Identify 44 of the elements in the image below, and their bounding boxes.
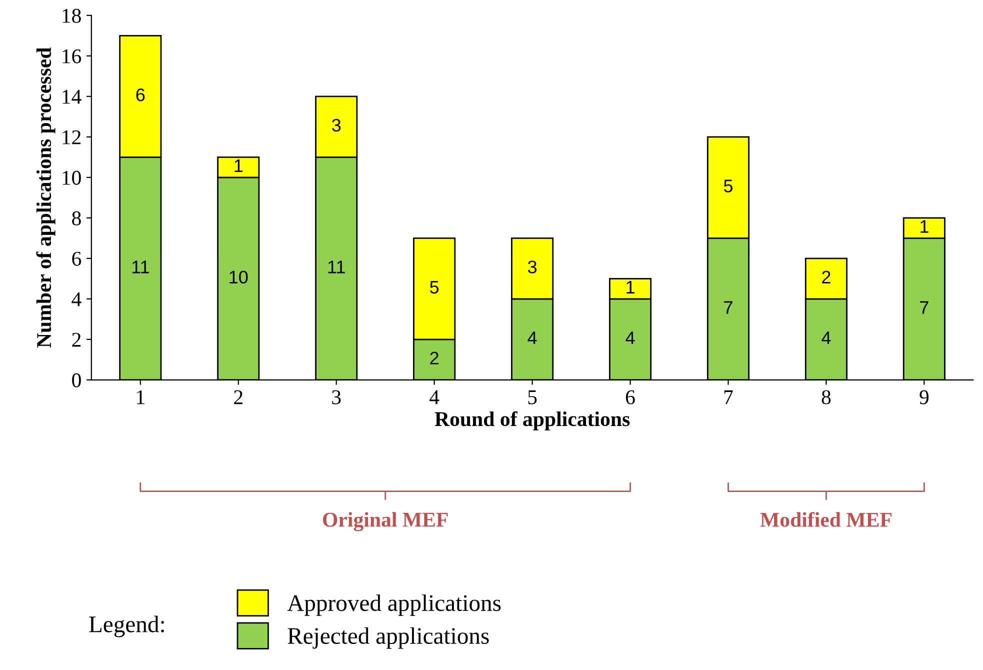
data-label: 4: [528, 332, 537, 344]
data-label: 4: [626, 332, 635, 344]
legend-title: Legend:: [89, 616, 164, 638]
data-label: 1: [234, 160, 243, 172]
data-label: 3: [528, 260, 537, 274]
y-tick-label: 16: [62, 49, 82, 64]
x-axis-title: Round of applications: [434, 411, 630, 430]
x-tick-label: 3: [332, 390, 341, 404]
text: Modified MEF: [760, 512, 892, 527]
y-tick-label: 2: [72, 332, 81, 347]
x-tick-label: 1: [137, 390, 144, 404]
x-tick-label: 7: [724, 390, 733, 404]
y-tick-label: 8: [72, 211, 81, 226]
data-label: 5: [724, 180, 733, 192]
data-label: 6: [136, 88, 145, 102]
data-label: 3: [332, 118, 341, 132]
data-label: 10: [230, 270, 248, 284]
x-tick-label: 5: [528, 390, 537, 404]
y-tick-label: 14: [62, 90, 82, 104]
data-label: 1: [626, 281, 634, 294]
x-tick-label: 2: [234, 390, 242, 404]
data-label: 1: [920, 220, 928, 233]
y-tick-label: 6: [72, 252, 82, 266]
text: Original MEF: [322, 512, 448, 532]
y-tick-label: 10: [62, 170, 81, 185]
data-label: 7: [920, 301, 928, 314]
x-tick-label: 6: [626, 390, 635, 404]
data-label: 7: [724, 301, 732, 314]
data-label: 11: [132, 260, 149, 274]
x-tick-label: 4: [430, 390, 440, 404]
legend-label: Approved applications: [287, 594, 501, 616]
x-tick-label: 9: [920, 390, 929, 404]
y-axis-title: Number of applications processed: [36, 47, 56, 348]
y-tick-label: 18: [62, 8, 81, 23]
data-label: 2: [430, 352, 438, 364]
y-tick-label: 12: [62, 130, 81, 144]
data-label: 4: [822, 332, 831, 344]
x-tick-label: 8: [822, 390, 831, 404]
data-label: 5: [430, 281, 439, 294]
data-label: 2: [822, 270, 830, 284]
legend-label: Rejected applications: [288, 627, 489, 649]
data-label: 11: [328, 260, 345, 274]
y-tick-label: 0: [72, 373, 81, 388]
y-tick-label: 4: [72, 292, 82, 306]
